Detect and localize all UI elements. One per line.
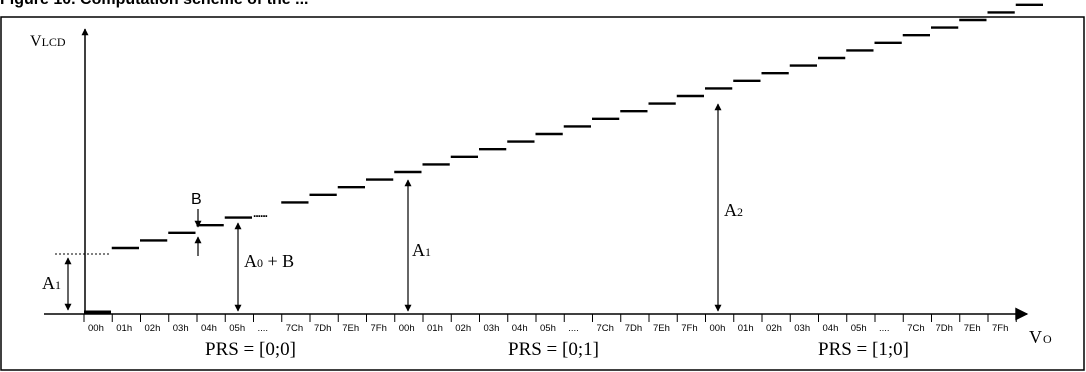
tick-label: 01h <box>116 323 132 334</box>
tick-labels: 00h 01h 02h 03h 04h 05h.... 7Ch 7Dh 7Eh 7Fh 00h 01h… <box>88 323 1008 334</box>
tick-label: 7Ch <box>286 323 303 334</box>
tick-label: 7Eh <box>342 323 359 334</box>
tick-label: .... <box>568 323 579 334</box>
x-axis-label-main: V <box>1029 327 1042 347</box>
group-label-prs-10: PRS = [1;0] <box>818 339 909 360</box>
tick-label: 05h <box>540 323 556 334</box>
tick-label: 02h <box>145 323 161 334</box>
tick-label: .... <box>258 323 269 334</box>
tick-label: 05h <box>851 323 867 334</box>
tick-label: 01h <box>427 323 443 334</box>
tick-label: 7Eh <box>964 323 981 334</box>
tick-label: 7Ch <box>597 323 614 334</box>
tick-label: 7Eh <box>653 323 670 334</box>
tick-label: 7Ch <box>907 323 924 334</box>
tick-label: 00h <box>88 323 104 334</box>
tick-label: 00h <box>399 323 415 334</box>
tick-marks <box>83 314 1017 322</box>
dotted-continuation: ...... <box>253 206 268 220</box>
tick-label: 7Fh <box>992 323 1008 334</box>
tick-label: 01h <box>738 323 754 334</box>
figure-caption: Figure 10. Computation scheme of the ... <box>0 0 308 9</box>
tick-label: 04h <box>201 323 217 334</box>
tick-label: 7Fh <box>371 323 387 334</box>
a0b-label: A0 + B <box>244 251 294 271</box>
x-axis-label: VO <box>1029 327 1052 347</box>
tick-label: 03h <box>173 323 189 334</box>
a1-mid-label: A1 <box>412 240 431 260</box>
b-label: B <box>191 191 202 208</box>
tick-label: 7Dh <box>625 323 642 334</box>
y-axis-label: VLCD <box>30 33 66 50</box>
y-axis-label-sub: LCD <box>42 35 66 49</box>
tick-label: 7Dh <box>936 323 953 334</box>
tick-label: 03h <box>484 323 500 334</box>
tick-label: 04h <box>823 323 839 334</box>
group-label-prs-01: PRS = [0;1] <box>508 339 599 360</box>
tick-label: 02h <box>766 323 782 334</box>
a2-label: A2 <box>724 200 743 220</box>
tick-label: .... <box>879 323 890 334</box>
tick-label: 02h <box>455 323 471 334</box>
x-axis-label-sub: O <box>1043 332 1052 346</box>
tick-label: 05h <box>229 323 245 334</box>
tick-label: 7Dh <box>314 323 331 334</box>
staircase-steps <box>111 3 1043 250</box>
tick-label: 03h <box>794 323 810 334</box>
a1-left-label: A1 <box>42 273 61 293</box>
figure-frame <box>0 16 1085 371</box>
tick-label: 7Fh <box>681 323 697 334</box>
tick-label: 04h <box>512 323 528 334</box>
tick-label: 00h <box>710 323 726 334</box>
group-label-prs-00: PRS = [0;0] <box>205 339 296 360</box>
y-axis-label-main: V <box>30 33 42 50</box>
